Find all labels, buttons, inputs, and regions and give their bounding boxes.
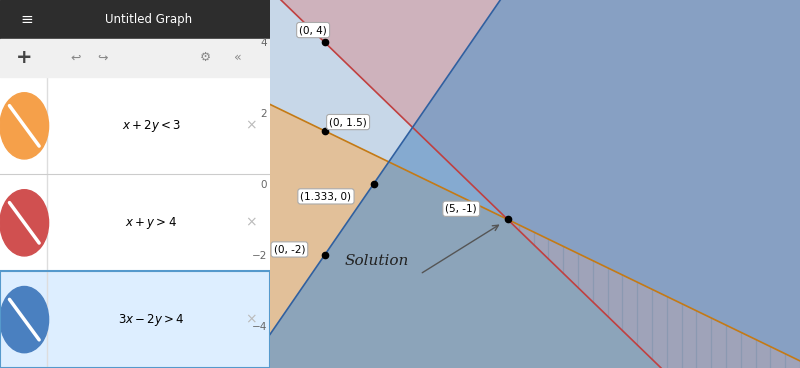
Bar	[0, 0, 270, 39]
Text: ×: ×	[246, 119, 257, 133]
Bar	[0, 39, 270, 77]
Text: ↩: ↩	[70, 51, 81, 64]
Text: +: +	[16, 48, 33, 67]
Text: $x + y > 4$: $x + y > 4$	[126, 215, 177, 231]
Circle shape	[0, 286, 49, 353]
Text: (5, -1): (5, -1)	[446, 204, 477, 214]
Text: ⚙: ⚙	[199, 51, 211, 64]
Text: «: «	[234, 51, 242, 64]
Text: ×: ×	[246, 312, 257, 327]
Bar	[0, 271, 270, 368]
Text: $x + 2y < 3$: $x + 2y < 3$	[122, 118, 181, 134]
Text: ↪: ↪	[98, 51, 108, 64]
Text: ≡: ≡	[21, 12, 34, 27]
Circle shape	[0, 93, 49, 159]
Bar	[0, 271, 270, 368]
Bar	[0, 77, 270, 174]
Text: (0, -2): (0, -2)	[274, 244, 305, 254]
Text: Solution: Solution	[345, 254, 410, 268]
Text: (0, 1.5): (0, 1.5)	[330, 117, 367, 127]
Bar	[0, 174, 270, 271]
Text: Untitled Graph: Untitled Graph	[105, 13, 192, 26]
Text: ×: ×	[246, 216, 257, 230]
Circle shape	[0, 190, 49, 256]
Text: (0, 4): (0, 4)	[299, 25, 327, 35]
Text: (1.333, 0): (1.333, 0)	[301, 191, 351, 201]
Text: $3x - 2y > 4$: $3x - 2y > 4$	[118, 312, 185, 328]
